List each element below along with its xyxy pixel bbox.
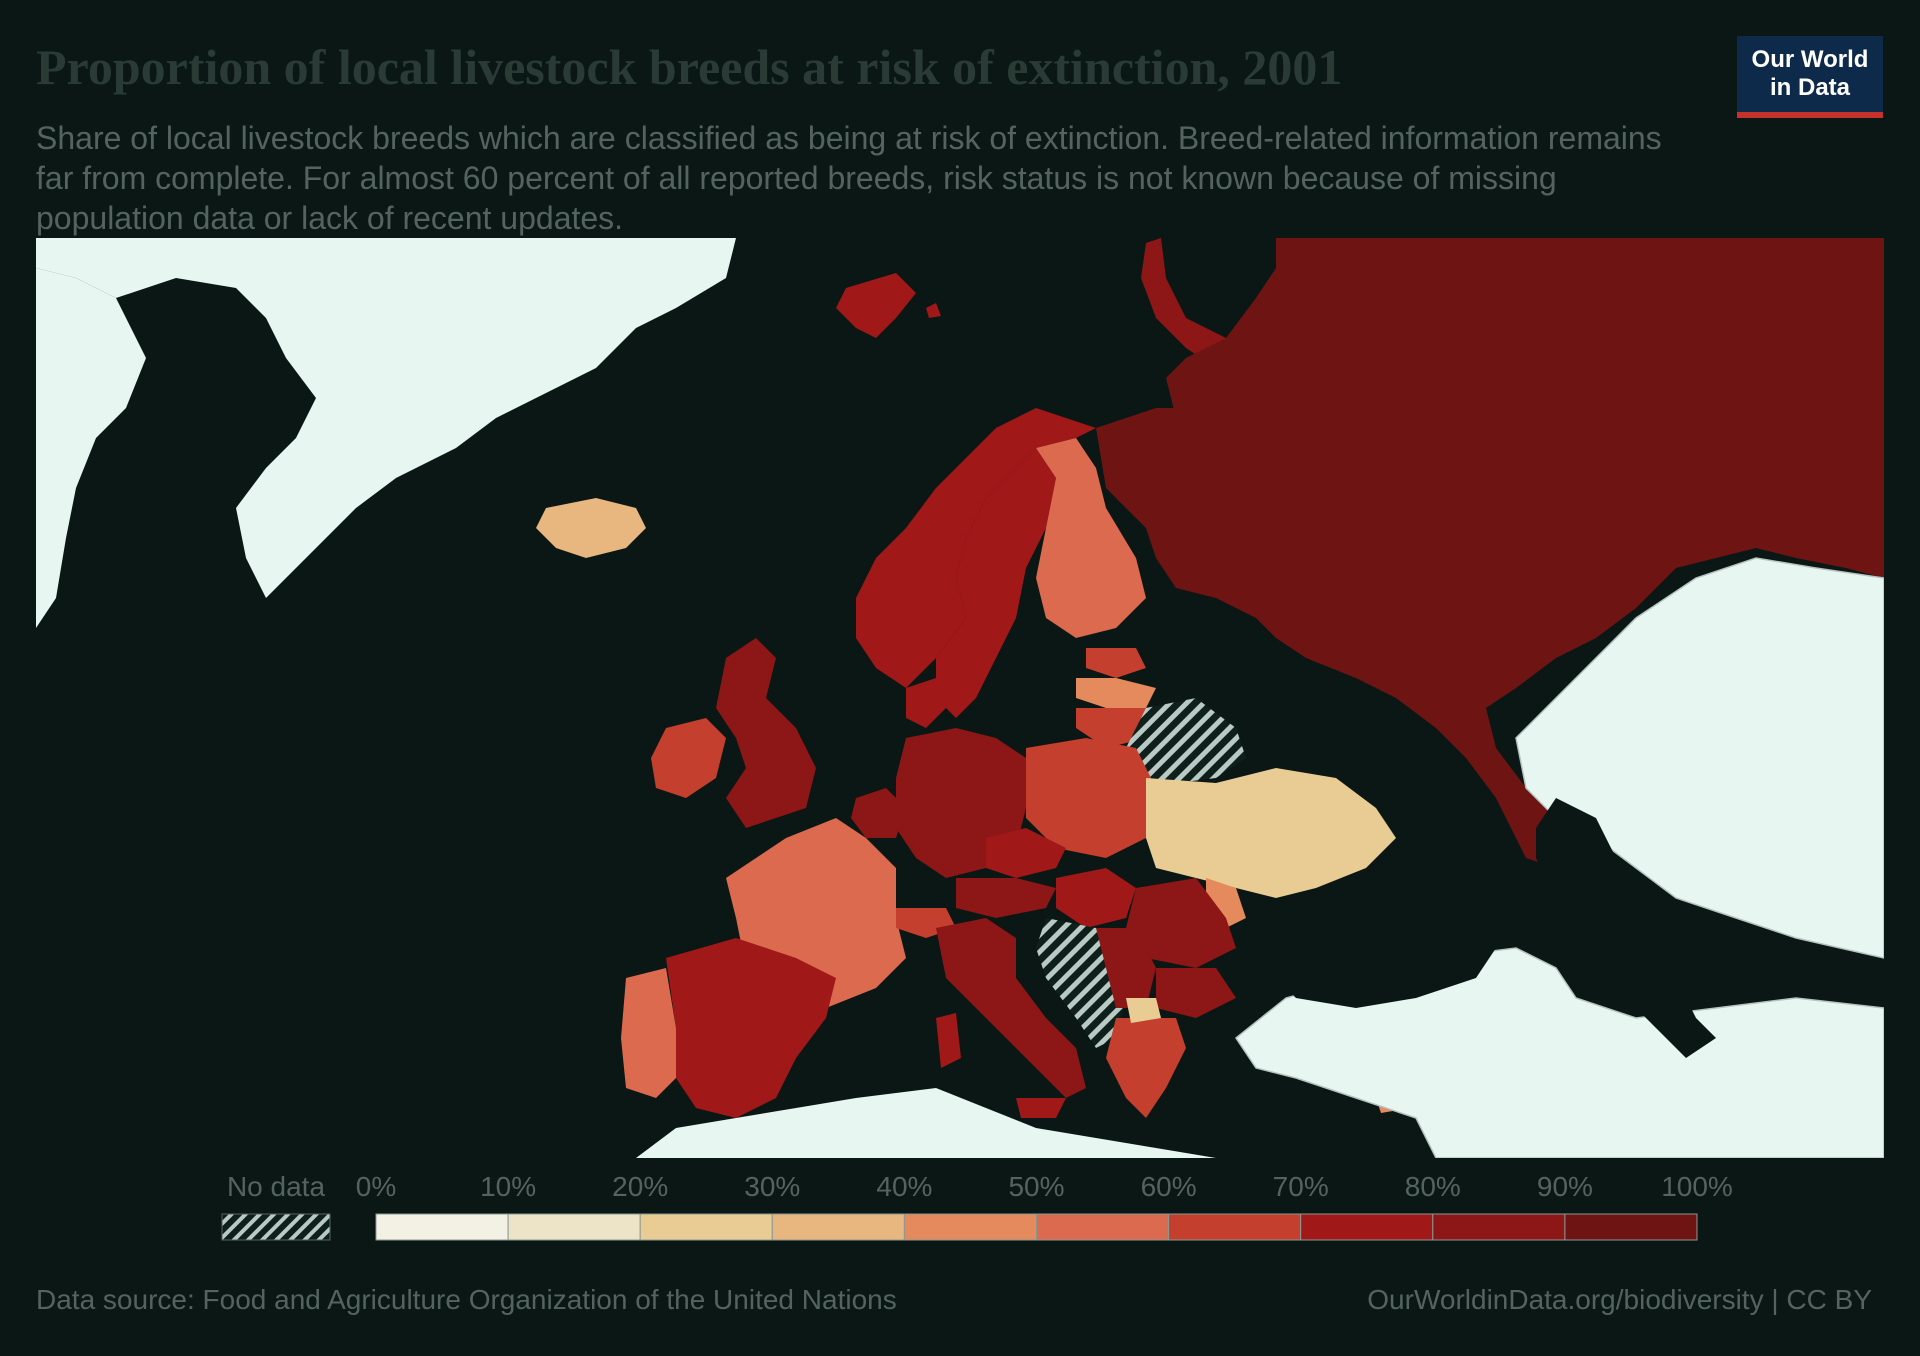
owid-logo[interactable]: Our World in Data [1737, 36, 1883, 118]
novaya-zemlya [1141, 238, 1246, 368]
czechia [986, 828, 1066, 878]
denmark [906, 678, 946, 728]
legend-tick-9: 90% [1537, 1171, 1593, 1202]
legend-tick-5: 50% [1008, 1171, 1064, 1202]
logo-line-1: Our World [1751, 46, 1869, 73]
legend-tick-1: 10% [480, 1171, 536, 1202]
legend-bin-5[interactable] [1036, 1213, 1170, 1241]
legend-bin-8[interactable] [1432, 1213, 1566, 1241]
romania [1126, 878, 1236, 968]
legend-tick-3: 30% [744, 1171, 800, 1202]
estonia [1086, 648, 1146, 678]
legend-tick-0: 0% [356, 1171, 396, 1202]
canadian-islands [36, 268, 146, 628]
legend-bin-0[interactable] [375, 1213, 509, 1241]
ukraine [1146, 768, 1396, 898]
legend-tick-7: 70% [1273, 1171, 1329, 1202]
logo-line-2: in Data [1769, 74, 1850, 101]
chart-subtitle: Share of local livestock breeds which ar… [36, 120, 1662, 236]
benelux [851, 788, 906, 838]
legend-tick-4: 40% [876, 1171, 932, 1202]
sweden [936, 448, 1056, 718]
belarus [1126, 698, 1246, 783]
hungary [1056, 868, 1136, 928]
portugal [621, 968, 676, 1098]
sicily [1016, 1098, 1066, 1118]
russia [1116, 238, 1884, 868]
legend-bin-7[interactable] [1300, 1213, 1434, 1241]
legend-bin-4[interactable] [903, 1213, 1038, 1241]
north-africa [636, 1088, 1216, 1158]
legend-no-data-swatch [221, 1213, 331, 1241]
legend-bins [375, 1213, 1698, 1241]
great-britain [716, 638, 816, 828]
norway [856, 408, 1096, 688]
bulgaria [1156, 968, 1236, 1018]
data-source: Data source: Food and Agriculture Organi… [36, 1284, 897, 1315]
legend-bin-1[interactable] [507, 1213, 641, 1241]
macedonia [1126, 998, 1161, 1023]
legend-bin-2[interactable] [639, 1213, 773, 1241]
sardinia [936, 1013, 961, 1068]
chart-title: Proportion of local livestock breeds at … [36, 39, 1343, 95]
greece [1106, 1018, 1186, 1118]
austria [956, 878, 1056, 918]
kazakhstan [1515, 557, 1884, 959]
europe-map [36, 238, 1884, 1158]
greenland [36, 238, 736, 598]
legend-bin-6[interactable] [1168, 1213, 1302, 1241]
lithuania [1076, 708, 1146, 748]
caspian-sea [1536, 798, 1716, 1058]
legend-ticks: 0% 10% 20% 30% 40% 50% 60% 70% 80% 90% 100% [356, 1171, 1733, 1202]
legend-tick-6: 60% [1141, 1171, 1197, 1202]
serbia [1096, 928, 1156, 1008]
svalbard [836, 273, 941, 338]
spain [666, 938, 836, 1118]
legend: No data 0% 10% 20% 30% 40% 50% 60% 70% 80% 90% 100… [221, 1171, 1733, 1241]
italy [936, 918, 1086, 1098]
legend-bin-3[interactable] [771, 1213, 905, 1241]
legend-tick-10: 100% [1661, 1171, 1733, 1202]
legend-tick-2: 20% [612, 1171, 668, 1202]
kola-russia [1096, 408, 1226, 518]
finland [1036, 438, 1146, 638]
legend-tick-8: 80% [1405, 1171, 1461, 1202]
iceland [536, 498, 646, 558]
legend-no-data-label: No data [227, 1171, 325, 1202]
latvia [1076, 678, 1156, 708]
poland [1026, 738, 1156, 858]
license-link[interactable]: OurWorldinData.org/biodiversity | CC BY [1367, 1284, 1872, 1315]
black-sea [1266, 898, 1496, 1008]
legend-bin-9[interactable] [1564, 1213, 1698, 1241]
ireland [651, 718, 726, 798]
